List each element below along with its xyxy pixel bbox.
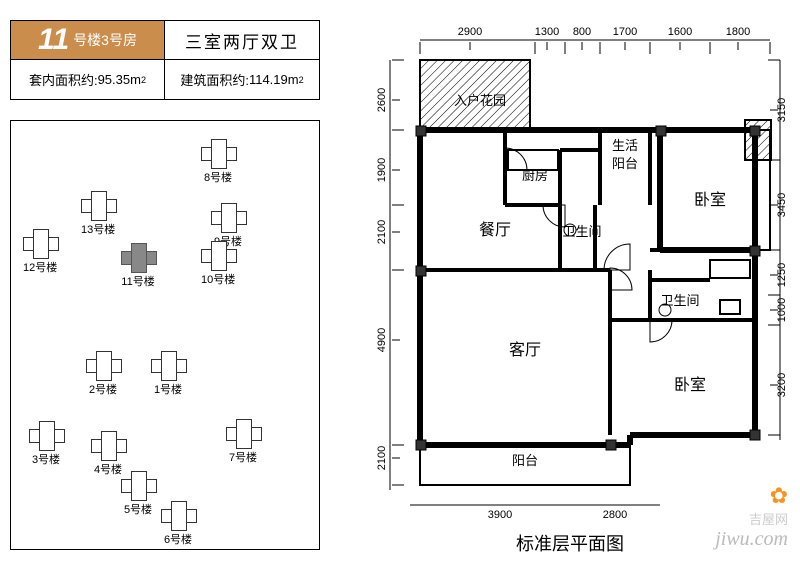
layout-type-text: 三室两厅双卫	[185, 28, 299, 53]
building-footprint-icon	[201, 241, 235, 269]
leaf-icon: ✿	[770, 483, 788, 508]
building-footprint-icon	[23, 229, 57, 257]
svg-text:厨房: 厨房	[522, 168, 548, 183]
building-label: 1号楼	[151, 381, 185, 397]
svg-text:卧室: 卧室	[694, 191, 726, 209]
site-plan: 8号楼13号楼9号楼12号楼11号楼10号楼2号楼1号楼3号楼4号楼7号楼5号楼…	[10, 120, 320, 550]
net-area-cell: 套内面积约: 95.35 m2	[11, 60, 165, 99]
svg-text:3900: 3900	[488, 509, 512, 520]
building-label: 7号楼	[226, 449, 260, 465]
site-building: 5号楼	[121, 471, 155, 517]
gross-area-label: 建筑面积约:	[180, 70, 249, 89]
building-footprint-icon	[121, 243, 155, 271]
net-area-value: 95.35	[98, 72, 131, 87]
building-footprint-icon	[29, 421, 63, 449]
unit-suffix: 号楼3号房	[73, 30, 137, 50]
net-area-unit: m	[130, 72, 141, 87]
building-label: 6号楼	[161, 531, 195, 547]
site-building: 7号楼	[226, 419, 260, 465]
site-building: 3号楼	[29, 421, 63, 467]
building-label: 13号楼	[81, 221, 115, 237]
svg-text:1600: 1600	[668, 26, 692, 38]
building-label: 5号楼	[121, 501, 155, 517]
floor-plan: 2900 1300 800 1700 1600 1800 2600 1900 2100 4900 2…	[350, 20, 790, 520]
net-area-label: 套内面积约:	[29, 70, 98, 89]
site-building: 6号楼	[161, 501, 195, 547]
unit-info-panel: 11 号楼3号房 三室两厅双卫 套内面积约: 95.35 m2 建筑面积约: 1…	[10, 20, 320, 100]
building-number: 11	[38, 23, 69, 57]
svg-text:1700: 1700	[613, 26, 637, 38]
building-label: 8号楼	[201, 169, 235, 185]
svg-text:2100: 2100	[376, 220, 388, 244]
svg-text:餐厅: 餐厅	[479, 221, 511, 239]
gross-area-unit: m	[288, 72, 299, 87]
gross-area-cell: 建筑面积约: 114.19 m2	[165, 60, 319, 99]
svg-text:1900: 1900	[376, 158, 388, 182]
svg-text:800: 800	[573, 26, 591, 38]
svg-text:卫生间: 卫生间	[660, 293, 699, 308]
building-label: 12号楼	[23, 259, 57, 275]
svg-text:2100: 2100	[376, 446, 388, 470]
site-building: 1号楼	[151, 351, 185, 397]
svg-text:生活: 生活	[612, 138, 638, 153]
svg-text:客厅: 客厅	[509, 341, 541, 359]
svg-text:1300: 1300	[535, 26, 559, 38]
unit-id-cell: 11 号楼3号房	[11, 21, 165, 60]
layout-type-cell: 三室两厅双卫	[165, 21, 319, 60]
svg-text:4900: 4900	[376, 328, 388, 352]
building-footprint-icon	[121, 471, 155, 499]
building-label: 3号楼	[29, 451, 63, 467]
building-footprint-icon	[81, 191, 115, 219]
watermark-cn: 吉屋网	[715, 509, 788, 528]
building-footprint-icon	[211, 203, 245, 231]
site-building: 10号楼	[201, 241, 235, 287]
svg-text:2900: 2900	[458, 26, 482, 38]
building-footprint-icon	[201, 139, 235, 167]
site-building: 11号楼	[121, 243, 155, 289]
svg-text:阳台: 阳台	[512, 453, 538, 468]
building-footprint-icon	[226, 419, 260, 447]
gross-area-value: 114.19	[249, 72, 288, 87]
watermark: ✿ 吉屋网 jiwu.com	[715, 483, 788, 551]
building-footprint-icon	[161, 501, 195, 529]
building-footprint-icon	[91, 431, 125, 459]
site-building: 13号楼	[81, 191, 115, 237]
building-label: 10号楼	[201, 271, 235, 287]
site-building: 8号楼	[201, 139, 235, 185]
building-label: 11号楼	[121, 273, 155, 289]
svg-text:卫生间: 卫生间	[562, 224, 601, 239]
building-label: 2号楼	[86, 381, 120, 397]
svg-text:1800: 1800	[726, 26, 750, 38]
building-footprint-icon	[86, 351, 120, 379]
watermark-en: jiwu.com	[715, 528, 788, 550]
building-label: 4号楼	[91, 461, 125, 477]
svg-text:入户花园: 入户花园	[454, 93, 506, 108]
svg-text:2800: 2800	[603, 509, 627, 520]
svg-text:卧室: 卧室	[674, 376, 706, 394]
site-building: 4号楼	[91, 431, 125, 477]
svg-text:阳台: 阳台	[612, 156, 638, 171]
building-footprint-icon	[151, 351, 185, 379]
svg-text:2600: 2600	[376, 88, 388, 112]
site-building: 2号楼	[86, 351, 120, 397]
site-building: 12号楼	[23, 229, 57, 275]
